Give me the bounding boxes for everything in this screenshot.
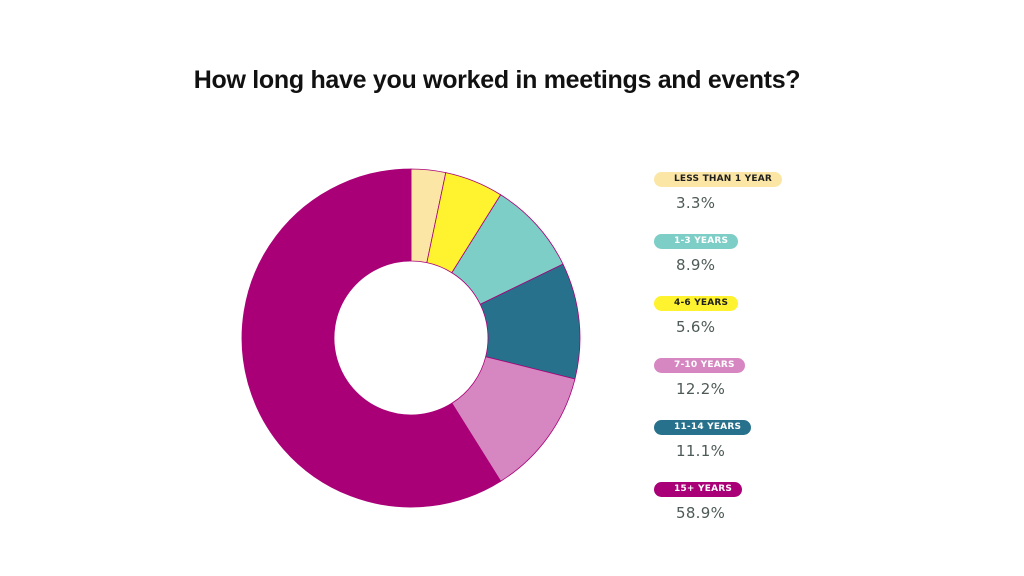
legend-value: 12.2% <box>676 380 726 398</box>
legend-item: 11-14 YEARS 11.1% <box>654 416 814 478</box>
legend-label: 4-6 YEARS <box>654 296 739 311</box>
legend-item: 4-6 YEARS 5.6% <box>654 292 814 354</box>
chart-legend: LESS THAN 1 YEAR 3.3% 1-3 YEARS 8.9% 4-6 YEA… <box>654 168 814 540</box>
legend-value: 5.6% <box>676 318 716 336</box>
legend-item: 1-3 YEARS 8.9% <box>654 230 814 292</box>
slice-15-years <box>241 168 502 508</box>
legend-item: 7-10 YEARS 12.2% <box>654 354 814 416</box>
legend-value: 3.3% <box>676 194 716 212</box>
legend-item: 15+ YEARS 58.9% <box>654 478 814 540</box>
legend-label: 11-14 YEARS <box>654 420 752 435</box>
legend-label: 7-10 YEARS <box>654 358 745 373</box>
legend-value: 8.9% <box>676 256 716 274</box>
legend-label: 1-3 YEARS <box>654 234 739 249</box>
legend-value: 11.1% <box>676 442 726 460</box>
legend-item: LESS THAN 1 YEAR 3.3% <box>654 168 814 230</box>
legend-value: 58.9% <box>676 504 726 522</box>
chart-title: How long have you worked in meetings and… <box>193 66 801 94</box>
legend-label: LESS THAN 1 YEAR <box>654 172 783 187</box>
donut-slices <box>241 168 581 508</box>
legend-label: 15+ YEARS <box>654 482 743 497</box>
